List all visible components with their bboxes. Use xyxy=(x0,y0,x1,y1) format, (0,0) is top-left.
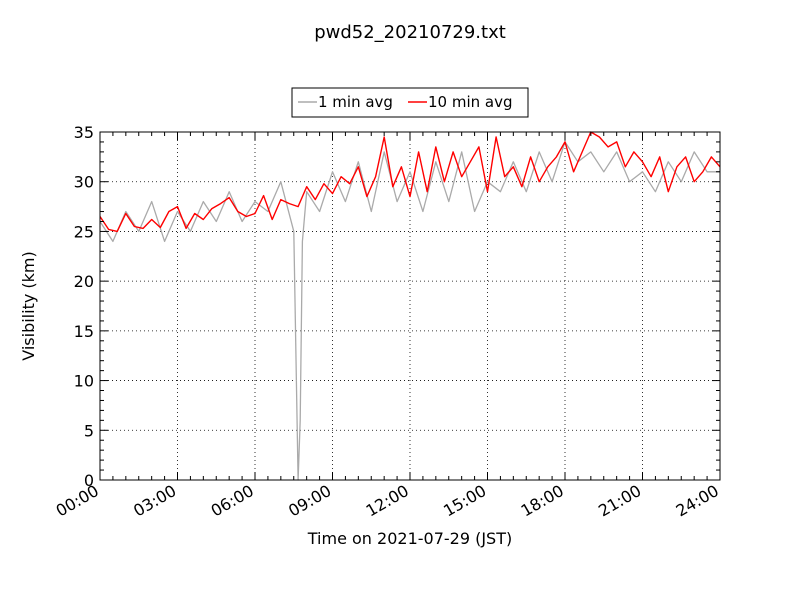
ticks-layer xyxy=(99,131,721,481)
legend-label-10min: 10 min avg xyxy=(428,93,513,111)
x-tick-label: 06:00 xyxy=(208,481,257,521)
y-axis-label: Visibility (km) xyxy=(19,251,38,360)
series-layer xyxy=(99,131,721,481)
x-tick-label: 12:00 xyxy=(363,481,412,521)
x-axis-label: Time on 2021-07-29 (JST) xyxy=(307,529,512,548)
x-tick-label: 21:00 xyxy=(595,481,644,521)
y-tick-label: 30 xyxy=(74,173,94,192)
x-tick-label: 00:00 xyxy=(53,481,102,521)
legend-label-1min: 1 min avg xyxy=(318,93,393,111)
x-tick-label: 18:00 xyxy=(518,481,567,521)
y-tick-label: 0 xyxy=(84,471,94,490)
y-tick-label: 20 xyxy=(74,272,94,291)
x-tick-labels: 00:00 03:00 06:00 09:00 12:00 15:00 18:00 21:00… xyxy=(53,481,722,521)
y-tick-label: 25 xyxy=(74,222,94,241)
x-tick-label: 24:00 xyxy=(673,481,722,521)
y-tick-label: 15 xyxy=(74,322,94,341)
y-tick-labels: 0 5 10 15 20 25 30 35 xyxy=(74,123,94,490)
legend: 1 min avg 10 min avg xyxy=(291,87,529,118)
series-line-10min xyxy=(99,131,721,233)
y-tick-label: 35 xyxy=(74,123,94,142)
x-tick-label: 15:00 xyxy=(440,481,489,521)
y-tick-label: 10 xyxy=(74,372,94,391)
x-tick-label: 03:00 xyxy=(130,481,179,521)
grid-layer xyxy=(100,132,720,480)
y-tick-label: 5 xyxy=(84,421,94,440)
x-tick-label: 09:00 xyxy=(285,481,334,521)
chart-title: pwd52_20210729.txt xyxy=(314,22,506,43)
